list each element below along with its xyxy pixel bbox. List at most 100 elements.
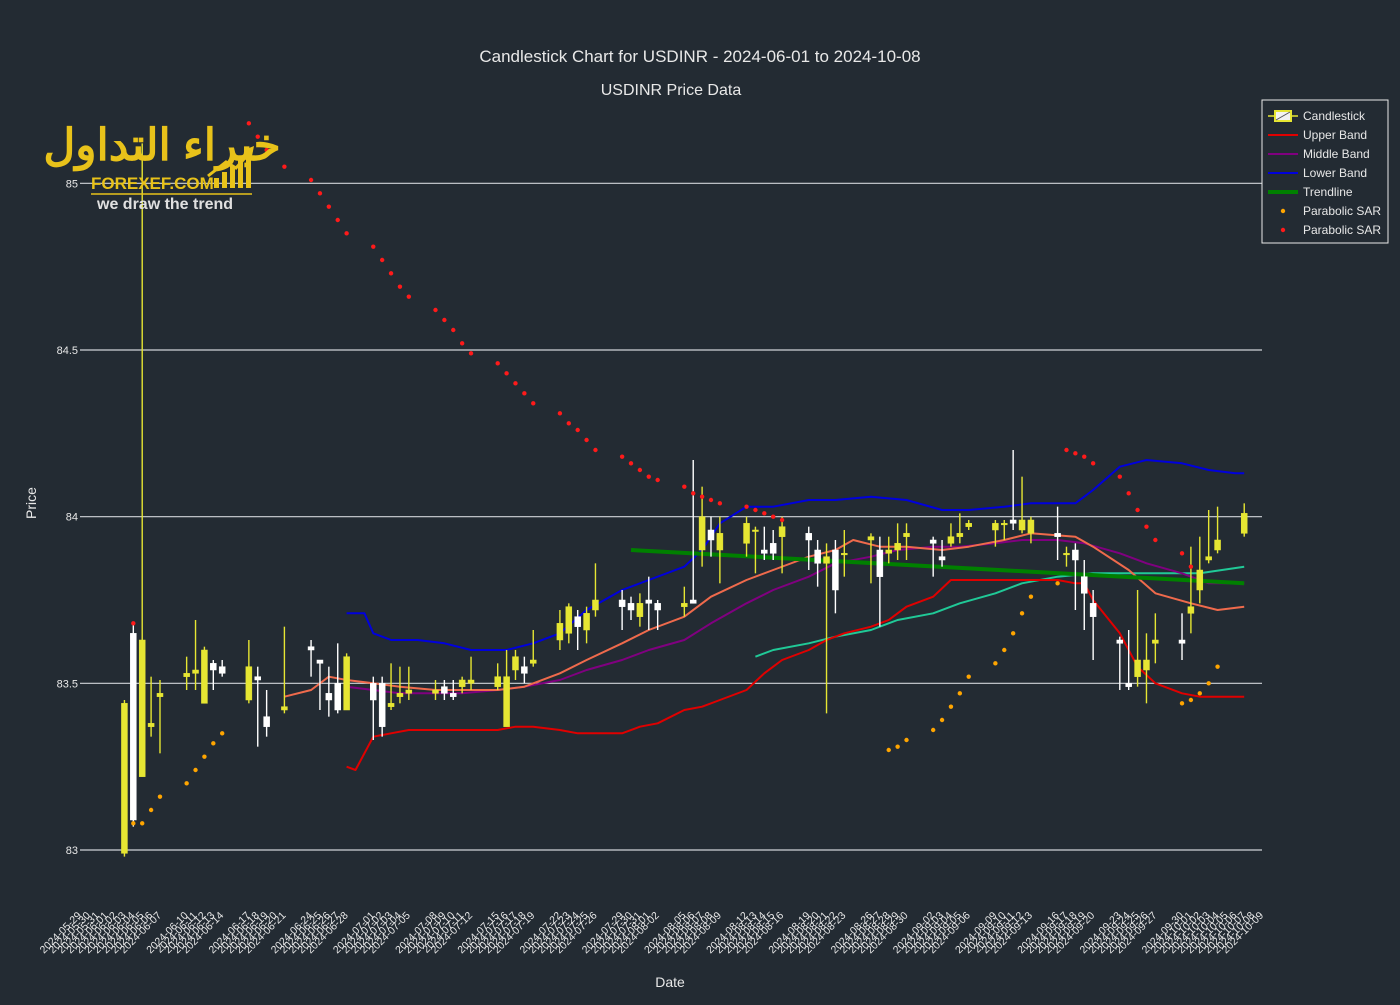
- candle: [245, 640, 253, 704]
- legend-item: Parabolic SAR: [1280, 223, 1381, 237]
- candle: [370, 676, 377, 740]
- sar-support-point: [1197, 691, 1202, 696]
- candle: [627, 596, 635, 620]
- candle: [1187, 546, 1195, 634]
- candle: [841, 530, 848, 577]
- sar-resistance-point: [753, 507, 758, 513]
- sar-resistance-point: [619, 454, 625, 459]
- sar-support-point: [966, 674, 971, 679]
- candle: [618, 590, 626, 630]
- candle: [432, 680, 439, 700]
- sar-resistance-point: [513, 381, 518, 386]
- upper-band-line: [346, 579, 1245, 771]
- sar-resistance-point: [1188, 564, 1194, 569]
- sar-resistance-point: [1082, 454, 1087, 459]
- sar-support-point: [993, 661, 998, 666]
- sar-resistance-point: [593, 447, 598, 453]
- y-tick-label: 83.5: [57, 678, 78, 690]
- logo-bars-icon: [207, 146, 254, 188]
- sar-resistance-point: [566, 421, 571, 426]
- sar-resistance-point: [388, 271, 394, 276]
- sar-support-point: [131, 821, 136, 826]
- candle: [192, 620, 199, 690]
- chart-subtitle: USDINR Price Data: [601, 82, 742, 99]
- candle: [929, 536, 937, 577]
- sar-support-point: [1215, 664, 1220, 669]
- y-tick-label: 84.5: [57, 345, 78, 357]
- sar-resistance-point: [1135, 507, 1140, 513]
- sar-support-point: [1028, 594, 1034, 599]
- x-axis-label: Date: [655, 974, 685, 990]
- sar-resistance-point: [308, 177, 314, 183]
- chart-title: Candlestick Chart for USDINR - 2024-06-0…: [479, 47, 920, 66]
- sar-resistance-point: [264, 147, 269, 153]
- sar-support-point: [1019, 611, 1025, 616]
- sar-support-point: [140, 821, 145, 826]
- sar-support-point: [157, 794, 163, 799]
- sar-resistance-point: [1117, 474, 1123, 479]
- sar-resistance-point: [691, 491, 696, 496]
- candle: [1089, 590, 1097, 660]
- y-axis-label: Price: [23, 487, 39, 519]
- sar-support-point: [904, 737, 909, 743]
- candle: [707, 516, 715, 557]
- candle: [512, 650, 519, 680]
- sar-resistance-point: [1073, 451, 1078, 456]
- sar-support-point: [957, 691, 963, 696]
- logo-arabic-text: خبراء التداول: [43, 121, 280, 172]
- candle: [254, 666, 261, 747]
- candle: [1240, 503, 1248, 537]
- candle: [1134, 590, 1141, 687]
- candle: [565, 603, 573, 644]
- candle: [441, 680, 448, 700]
- candle: [263, 690, 270, 737]
- candle: [1152, 613, 1159, 664]
- candle: [956, 513, 964, 544]
- y-tick-label: 84: [66, 512, 78, 524]
- sar-resistance-point: [1179, 551, 1185, 556]
- candle: [503, 650, 510, 727]
- sar-support-point: [193, 767, 198, 773]
- legend-item: Middle Band: [1268, 147, 1370, 161]
- candle: [876, 536, 884, 627]
- sar-support-point: [1188, 697, 1194, 703]
- candle: [583, 606, 590, 644]
- candle: [210, 660, 217, 690]
- candle: [761, 526, 768, 560]
- candle: [405, 666, 413, 700]
- sar-resistance-point: [717, 501, 723, 506]
- candle: [885, 536, 892, 564]
- sar-resistance-point: [708, 497, 714, 503]
- candle: [1214, 506, 1221, 554]
- candle: [156, 680, 164, 754]
- sar-resistance-point: [1064, 447, 1069, 453]
- legend-label: Upper Band: [1303, 128, 1367, 142]
- candle: [1205, 510, 1212, 564]
- sar-support-point: [930, 727, 936, 733]
- candle: [1196, 536, 1204, 604]
- candle: [494, 663, 501, 690]
- sar-resistance-point: [246, 121, 252, 126]
- candle: [396, 666, 404, 704]
- candle: [307, 640, 315, 677]
- sar-resistance-point: [779, 517, 785, 523]
- candle: [805, 526, 813, 570]
- candle: [903, 523, 910, 560]
- sar-resistance-point: [575, 427, 580, 433]
- logo-slogan-text: we draw the trend: [96, 196, 233, 213]
- legend-item: Candlestick: [1268, 109, 1366, 123]
- sar-resistance-point: [442, 317, 447, 323]
- sar-resistance-point: [531, 401, 536, 406]
- candle: [823, 543, 830, 714]
- sar-resistance-point: [522, 391, 527, 396]
- legend-label: Candlestick: [1303, 109, 1366, 123]
- candle: [130, 623, 137, 827]
- candle: [894, 523, 901, 560]
- candle: [450, 680, 457, 700]
- lower-band-line: [346, 459, 1245, 651]
- candle: [992, 520, 999, 547]
- sar-resistance-point: [1144, 524, 1149, 529]
- candle: [592, 563, 599, 617]
